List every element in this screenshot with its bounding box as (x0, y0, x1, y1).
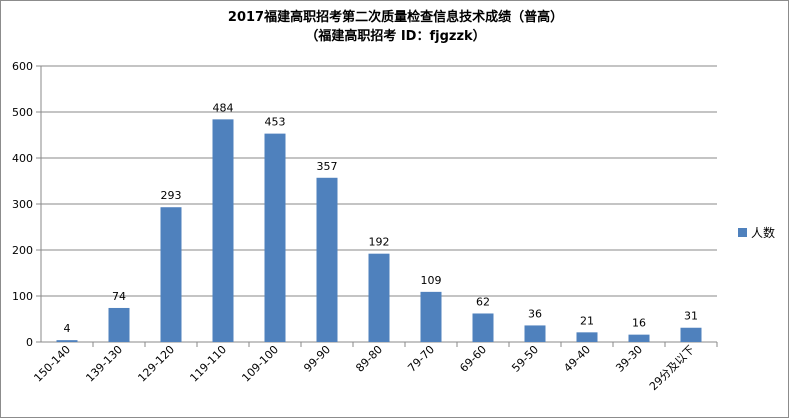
x-tick-label: 39-30 (613, 343, 645, 375)
data-label: 74 (112, 290, 126, 303)
bar (524, 325, 546, 342)
x-tick-label: 119-110 (187, 343, 229, 385)
legend: 人数 (738, 224, 775, 241)
bar (264, 133, 286, 342)
x-tick-label: 79-70 (405, 343, 437, 375)
data-label: 36 (528, 307, 542, 320)
x-tick-label: 89-80 (353, 343, 385, 375)
y-tick-label: 600 (12, 60, 33, 73)
chart-subtitle: （福建高职招考 ID：fjgzzk） (305, 29, 486, 44)
bar (368, 253, 390, 342)
bar (316, 177, 338, 342)
chart-title-block: 2017福建高职招考第二次质量检查信息技术成绩（普高） （福建高职招考 ID：f… (0, 8, 791, 46)
legend-label: 人数 (751, 226, 776, 240)
data-label: 357 (317, 160, 338, 173)
data-label: 453 (265, 116, 286, 129)
chart-title: 2017福建高职招考第二次质量检查信息技术成绩（普高） (227, 10, 564, 25)
data-label: 31 (684, 310, 698, 323)
x-tick-label: 150-140 (31, 343, 73, 385)
data-label: 21 (580, 314, 594, 327)
x-tick-label: 139-130 (83, 343, 125, 385)
x-tick-label: 99-90 (301, 343, 333, 375)
x-tick-label: 49-40 (561, 343, 593, 375)
x-tick-label: 69-60 (457, 343, 489, 375)
bar (472, 313, 494, 342)
y-tick-label: 200 (12, 244, 33, 257)
bar (108, 307, 130, 342)
data-label: 192 (369, 236, 390, 249)
bar (56, 340, 78, 342)
bar (160, 207, 182, 342)
bar (212, 119, 234, 342)
y-tick-label: 0 (26, 336, 33, 349)
x-tick-label: 129-120 (135, 343, 177, 385)
legend-swatch (738, 228, 747, 237)
x-tick-label: 29分及以下 (647, 343, 697, 393)
data-label: 62 (476, 295, 490, 308)
x-tick-label: 109-100 (239, 343, 281, 385)
bar (628, 334, 650, 342)
data-label: 109 (421, 274, 442, 287)
y-tick-label: 300 (12, 198, 33, 211)
bar (680, 327, 702, 342)
y-tick-label: 400 (12, 152, 33, 165)
data-label: 484 (213, 101, 234, 114)
y-tick-label: 500 (12, 106, 33, 119)
bar (576, 332, 598, 342)
data-label: 16 (632, 317, 646, 330)
x-tick-label: 59-50 (509, 343, 541, 375)
bar (420, 291, 442, 342)
data-label: 4 (64, 322, 71, 335)
data-label: 293 (161, 189, 182, 202)
y-tick-label: 100 (12, 290, 33, 303)
